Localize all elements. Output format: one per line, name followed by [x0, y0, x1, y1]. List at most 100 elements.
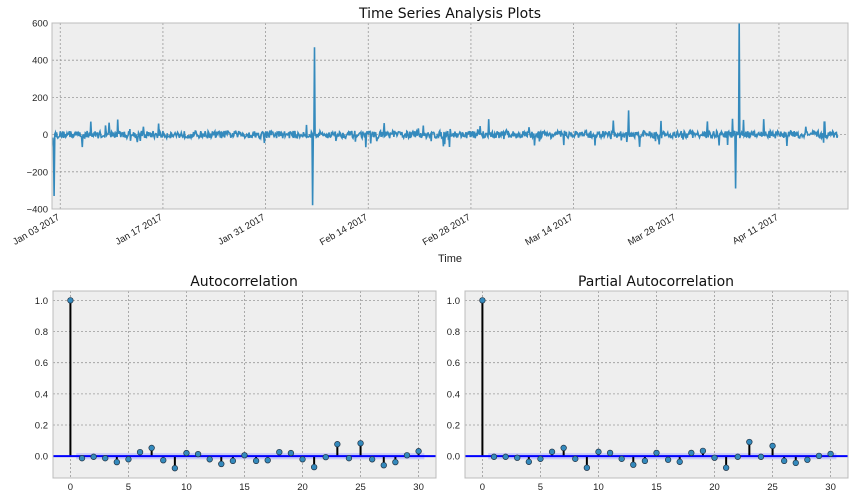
stem-marker	[618, 455, 625, 462]
stem-marker	[160, 457, 167, 464]
stem-marker	[490, 453, 498, 460]
acf-plot: 0.0 0.2 0.4 0.6 0.8 1.0 0 5 10 15 20 25 30	[35, 290, 437, 493]
y-tick-label: −200	[27, 167, 48, 178]
stem-marker	[241, 452, 248, 459]
x-tick-label: 30	[413, 482, 424, 493]
stem-marker	[502, 453, 509, 460]
stem-marker	[334, 441, 341, 448]
acf-title: Autocorrelation	[190, 274, 298, 290]
stem-marker	[560, 444, 567, 452]
stem-marker	[113, 458, 120, 466]
stem-marker	[769, 442, 776, 450]
plot-border	[464, 290, 849, 479]
stem-marker	[815, 452, 823, 460]
series-line	[52, 23, 839, 206]
stem-marker	[415, 448, 422, 455]
y-tick-label: 1.0	[35, 296, 48, 307]
y-tick-label: 400	[32, 56, 48, 67]
stem-marker	[287, 449, 295, 457]
stem-marker	[194, 451, 202, 458]
stem-marker	[711, 454, 718, 461]
stem-marker	[148, 444, 155, 452]
stem-marker	[572, 455, 579, 462]
x-tick-label: 5	[126, 482, 131, 493]
x-tick-label: 30	[825, 482, 836, 493]
stem-marker	[125, 456, 132, 463]
x-tick-label: Jan 03 2017	[11, 212, 62, 248]
stem-marker	[653, 449, 660, 457]
stem-marker	[345, 455, 353, 462]
stem-marker	[299, 456, 306, 463]
ts-xlabel: Time	[438, 253, 462, 265]
x-tick-label: 15	[651, 482, 662, 493]
stem-marker	[827, 450, 834, 457]
stem-marker	[537, 455, 544, 462]
stem-marker	[583, 464, 591, 471]
plot-border	[51, 22, 849, 210]
x-tick-label: 0	[480, 482, 485, 493]
x-tick-label: Mar 14 2017	[523, 212, 575, 248]
x-tick-label: Feb 14 2017	[318, 212, 370, 248]
x-tick-label: 5	[538, 482, 543, 493]
x-tick-label: 25	[767, 482, 778, 493]
stem-marker	[606, 449, 614, 457]
y-tick-label: 0.0	[35, 452, 48, 463]
stem-marker	[218, 460, 225, 468]
stem-marker	[722, 464, 730, 471]
stem-marker	[734, 453, 741, 460]
x-tick-label: Mar 28 2017	[626, 212, 678, 248]
y-tick-label: 0.8	[35, 327, 48, 338]
y-tick-label: −400	[27, 205, 48, 216]
y-tick-label: 0.6	[35, 358, 48, 369]
stem-marker	[369, 456, 376, 463]
stem-marker	[804, 456, 811, 463]
stem-marker	[78, 455, 86, 462]
stem-marker	[229, 457, 237, 465]
y-tick-label: 0.4	[35, 389, 48, 400]
x-tick-label: 15	[239, 482, 250, 493]
stem-marker	[664, 456, 672, 463]
y-tick-label: 0.0	[447, 452, 460, 463]
stem-marker	[206, 456, 213, 463]
stem-marker	[595, 448, 602, 455]
plot-area	[51, 22, 849, 210]
stem-marker	[252, 457, 260, 465]
x-tick-label: 0	[68, 482, 73, 493]
stem-marker	[630, 461, 637, 468]
stem-marker	[525, 458, 532, 465]
x-tick-label: Apr 11 2017	[731, 212, 781, 247]
x-tick-label: 25	[355, 482, 366, 493]
stem-marker	[699, 447, 707, 455]
stem-marker	[264, 457, 271, 464]
x-tick-label: 10	[593, 482, 604, 493]
stem-marker	[746, 438, 753, 446]
stem-marker	[276, 448, 283, 456]
stem-marker	[183, 449, 190, 457]
stem-marker	[514, 454, 521, 461]
stem-marker	[67, 297, 74, 304]
stem-marker	[792, 459, 799, 467]
x-tick-label: 20	[297, 482, 308, 493]
ts-title: Time Series Analysis Plots	[358, 6, 541, 22]
stem-marker	[479, 297, 486, 304]
stem-marker	[548, 448, 556, 455]
y-tick-label: 0.2	[447, 421, 460, 432]
y-tick-label: 0.6	[447, 358, 460, 369]
plot-border	[52, 290, 437, 479]
pacf-plot: 0.0 0.2 0.4 0.6 0.8 1.0 0 5 10 15 20 25 30	[447, 290, 849, 493]
stem-marker	[136, 448, 144, 456]
stem-marker	[380, 462, 387, 469]
stem-marker	[102, 455, 109, 462]
y-tick-label: 0.8	[447, 327, 460, 338]
stem-marker	[310, 463, 318, 471]
time-series-plot: −400 −200 0 200 400 600 Jan 03 2017 Jan 17 2017…	[11, 19, 849, 248]
stem-marker	[676, 458, 683, 465]
stem-marker	[171, 465, 179, 472]
stem-marker	[357, 440, 364, 447]
stem-marker	[90, 453, 97, 460]
x-tick-label: Jan 17 2017	[114, 212, 165, 248]
stem-marker	[322, 453, 329, 461]
stem-marker	[403, 452, 411, 459]
y-tick-label: 0.4	[447, 389, 460, 400]
